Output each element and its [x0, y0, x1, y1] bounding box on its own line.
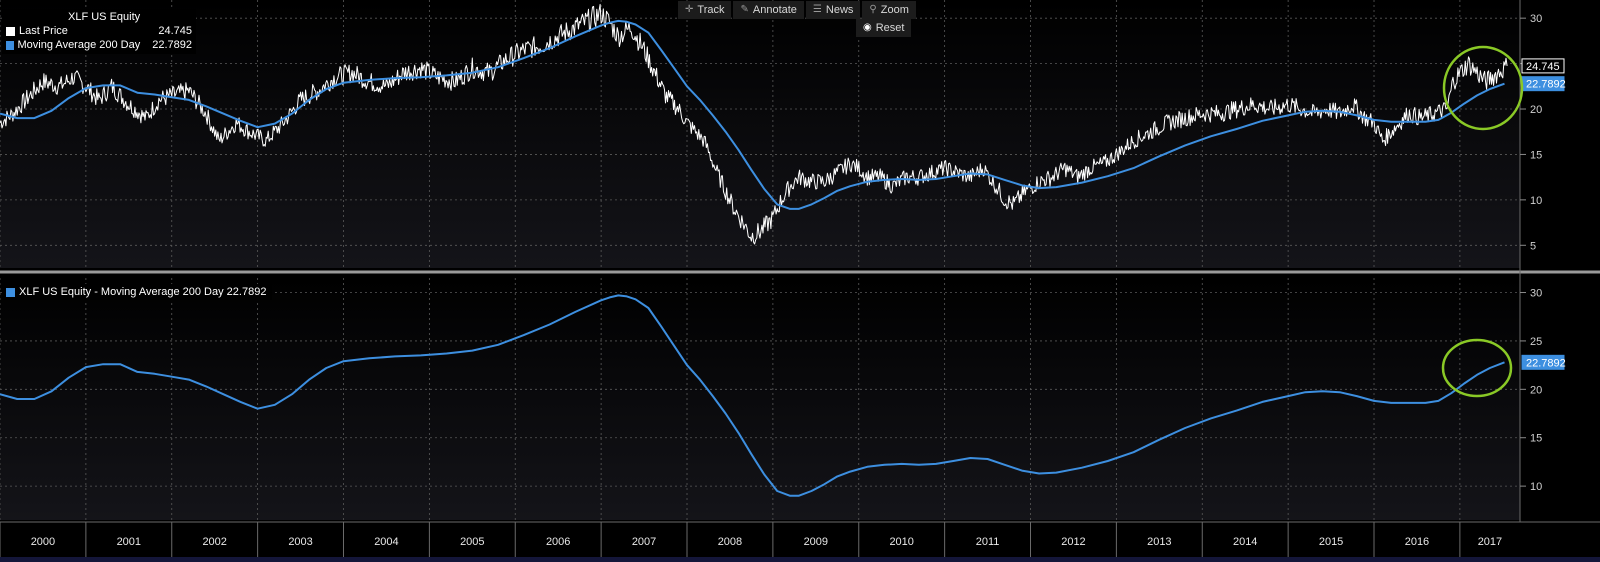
- list-icon: ☰: [812, 4, 822, 15]
- top-panel-bg: [0, 0, 1520, 268]
- legend-item-last-price[interactable]: Last Price 24.745: [6, 24, 192, 38]
- x-tick-label: 2015: [1319, 536, 1343, 548]
- y-tick-label: 30: [1530, 13, 1542, 25]
- moving-average-value-label-bottom-bg: [1521, 354, 1565, 370]
- legend-top: XLF US Equity Last Price 24.745 Moving A…: [2, 9, 196, 54]
- moving-average-value-label-bottom: 22.7892: [1526, 357, 1566, 369]
- reset-button[interactable]: ◉ Reset: [856, 19, 912, 37]
- last-price-value-label: 24.745: [1526, 61, 1560, 73]
- y-tick-label: 25: [1530, 336, 1542, 348]
- highlight-circle-bottom: [1441, 338, 1513, 398]
- legend-bottom[interactable]: XLF US Equity - Moving Average 200 Day 2…: [2, 284, 273, 300]
- legend-item-moving-average[interactable]: Moving Average 200 Day 22.7892: [6, 38, 192, 52]
- track-button[interactable]: ✛ Track: [678, 1, 732, 19]
- bottom-strip: [0, 557, 1600, 562]
- annotate-button[interactable]: ✎ Annotate: [733, 1, 804, 19]
- y-tick-label: 20: [1530, 384, 1542, 396]
- x-axis-band: [0, 522, 1600, 557]
- legend-swatch-last-price: [6, 26, 15, 36]
- moving-average-value-label: 22.7892: [1526, 79, 1566, 91]
- series-line-moving-average-bottom: [0, 294, 1505, 497]
- x-tick-label: 2017: [1478, 536, 1502, 548]
- reset-dot-icon: ◉: [863, 22, 872, 33]
- last-price-value-label-bg: [1521, 58, 1565, 74]
- x-tick-label: 2004: [374, 536, 398, 548]
- news-button[interactable]: ☰ News: [805, 1, 861, 19]
- x-tick-label: 2013: [1147, 536, 1171, 548]
- series-line-last-price: [0, 3, 1508, 245]
- y-tick-label: 15: [1530, 149, 1542, 161]
- x-tick-label: 2014: [1233, 536, 1257, 548]
- bottom-panel-bg: [0, 278, 1520, 520]
- x-tick-label: 2003: [288, 536, 312, 548]
- x-tick-label: 2002: [202, 536, 226, 548]
- series-line-moving-average: [0, 19, 1505, 210]
- highlight-circle-top: [1442, 45, 1524, 131]
- x-tick-label: 2007: [632, 536, 656, 548]
- chart-toolbar: ✛ Track ✎ Annotate ☰ News ⚲ Zoom: [678, 1, 916, 19]
- y-tick-label: 20: [1530, 104, 1542, 116]
- y-tick-label: 15: [1530, 433, 1542, 445]
- pencil-icon: ✎: [740, 4, 749, 15]
- y-tick-label: 10: [1530, 195, 1542, 207]
- x-tick-label: 2000: [31, 536, 55, 548]
- legend-swatch-moving-average: [6, 40, 14, 50]
- x-tick-label: 2005: [460, 536, 484, 548]
- x-tick-label: 2009: [804, 536, 828, 548]
- zoom-button[interactable]: ⚲ Zoom: [862, 1, 916, 19]
- y-tick-label: 5: [1530, 240, 1536, 252]
- x-tick-label: 2016: [1405, 536, 1429, 548]
- x-tick-label: 2006: [546, 536, 570, 548]
- y-tick-label: 30: [1530, 288, 1542, 300]
- legend-swatch-bottom: [6, 287, 15, 297]
- x-tick-label: 2012: [1061, 536, 1085, 548]
- legend-title: XLF US Equity: [68, 11, 141, 23]
- x-tick-label: 2011: [976, 536, 1000, 548]
- x-tick-label: 2008: [718, 536, 742, 548]
- y-tick-label: 10: [1530, 481, 1542, 493]
- magnifier-icon: ⚲: [869, 4, 877, 15]
- crosshair-icon: ✛: [685, 4, 694, 15]
- x-tick-label: 2001: [117, 536, 141, 548]
- x-tick-label: 2010: [889, 536, 913, 548]
